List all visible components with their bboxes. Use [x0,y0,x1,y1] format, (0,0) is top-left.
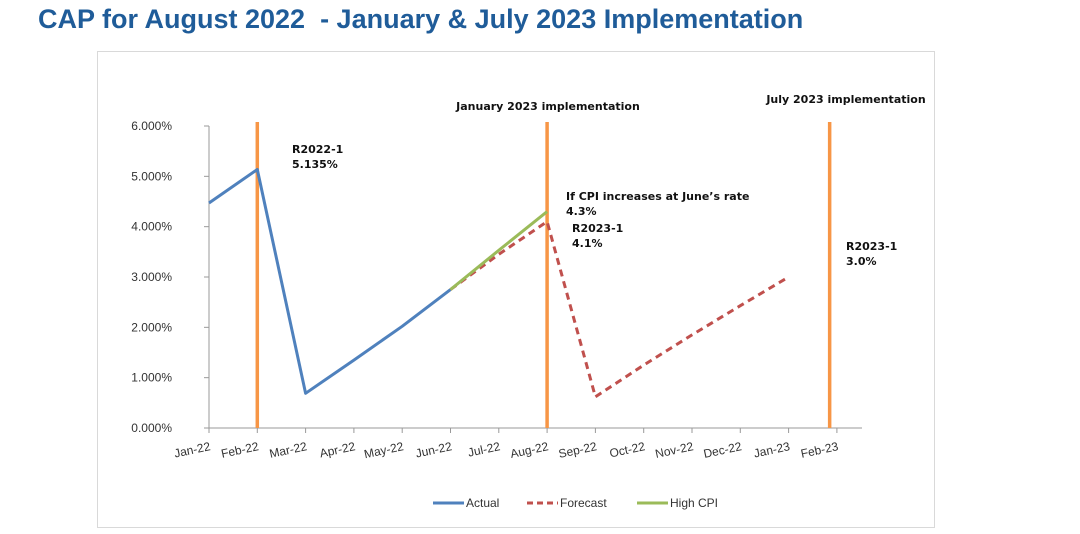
x-tick-label: Aug-22 [509,439,550,461]
x-tick-label: Feb-23 [799,439,839,461]
y-tick-label: 6.000% [131,119,172,133]
series-line-forecast [449,220,790,399]
x-tick-label: May-22 [363,439,405,461]
x-tick-label: Dec-22 [702,439,743,461]
annotation-4-line-1: R2023-1 [846,240,897,253]
series-line-high-cpi [449,210,549,291]
x-tick-label: Sep-22 [557,439,598,461]
y-tick-label: 5.000% [131,169,172,183]
legend-label-forecast: Forecast [560,496,607,510]
x-tick-label: Jan-22 [173,439,212,460]
series-line-actual [208,168,452,395]
x-tick-label: Jan-23 [752,439,791,460]
implementation-label-1: January 2023 implementation [455,100,640,113]
y-tick-label: 4.000% [131,220,172,234]
x-tick-label: Apr-22 [318,439,356,460]
y-tick-label: 1.000% [131,371,172,385]
annotation-1-line-2: 5.135% [292,158,338,171]
x-tick-label: Nov-22 [654,439,695,461]
annotation-2-line-1: If CPI increases at June’s rate [566,190,749,203]
x-tick-label: Jul-22 [467,439,502,460]
chart-frame [97,51,935,528]
implementation-label-2: July 2023 implementation [765,93,925,106]
annotation-2-line-2: 4.3% [566,205,597,218]
legend-label-high-cpi: High CPI [670,496,718,510]
x-tick-label: Oct-22 [608,439,646,460]
annotation-3-line-1: R2023-1 [572,222,623,235]
legend-label-actual: Actual [466,496,499,510]
annotation-4-line-2: 3.0% [846,255,877,268]
x-tick-label: Jun-22 [414,439,453,460]
x-tick-label: Feb-22 [220,439,260,461]
page-title: CAP for August 2022 - January & July 202… [38,4,804,34]
annotation-1-line-1: R2022-1 [292,143,343,156]
y-tick-label: 0.000% [131,421,172,435]
y-tick-label: 2.000% [131,320,172,334]
y-tick-label: 3.000% [131,270,172,284]
annotation-3-line-2: 4.1% [572,237,603,250]
x-tick-label: Mar-22 [268,439,308,461]
